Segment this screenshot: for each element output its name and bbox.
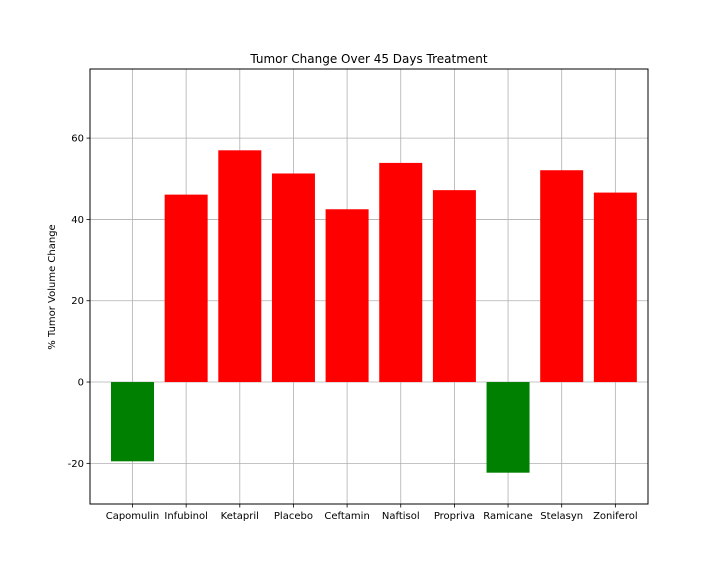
y-tick-label: 60 [71, 134, 84, 145]
y-axis-label: % Tumor Volume Change [47, 224, 58, 349]
bar-placebo [271, 173, 315, 383]
x-tick-label: Capomulin [106, 511, 160, 522]
y-tick-label: -20 [68, 459, 84, 470]
y-tick-label: 20 [71, 296, 84, 307]
x-tick-label: Ramicane [483, 511, 533, 522]
x-tick-label: Ceftamin [324, 511, 369, 522]
x-tick-label: Infubinol [164, 511, 208, 522]
bar-capomulin [111, 382, 154, 462]
x-tick-label: Stelasyn [540, 511, 583, 522]
chart-title: Tumor Change Over 45 Days Treatment [249, 52, 488, 66]
bar-ketapril [218, 150, 262, 383]
bars [111, 150, 637, 473]
y-tick-label: 0 [78, 378, 84, 389]
bar-stelasyn [540, 170, 584, 383]
plot-frame [89, 68, 649, 505]
x-tick-label: Zoniferol [593, 511, 638, 522]
x-tick-label: Ketapril [221, 511, 259, 522]
bar-naftisol [379, 162, 423, 383]
bar-propriva [432, 190, 476, 383]
axis-ticks: -20 0 20 40 60 Capomulin Infubinol Ketapril Plac… [68, 134, 638, 522]
bar-ramicane [486, 382, 530, 473]
y-tick-label: 40 [71, 215, 84, 226]
bar-ceftamin [325, 209, 369, 383]
x-tick-label: Placebo [274, 511, 313, 522]
bar-infubinol [164, 194, 208, 383]
x-tick-label: Propriva [434, 511, 475, 522]
x-tick-label: Naftisol [382, 511, 420, 522]
bar-zoniferol [593, 192, 637, 383]
